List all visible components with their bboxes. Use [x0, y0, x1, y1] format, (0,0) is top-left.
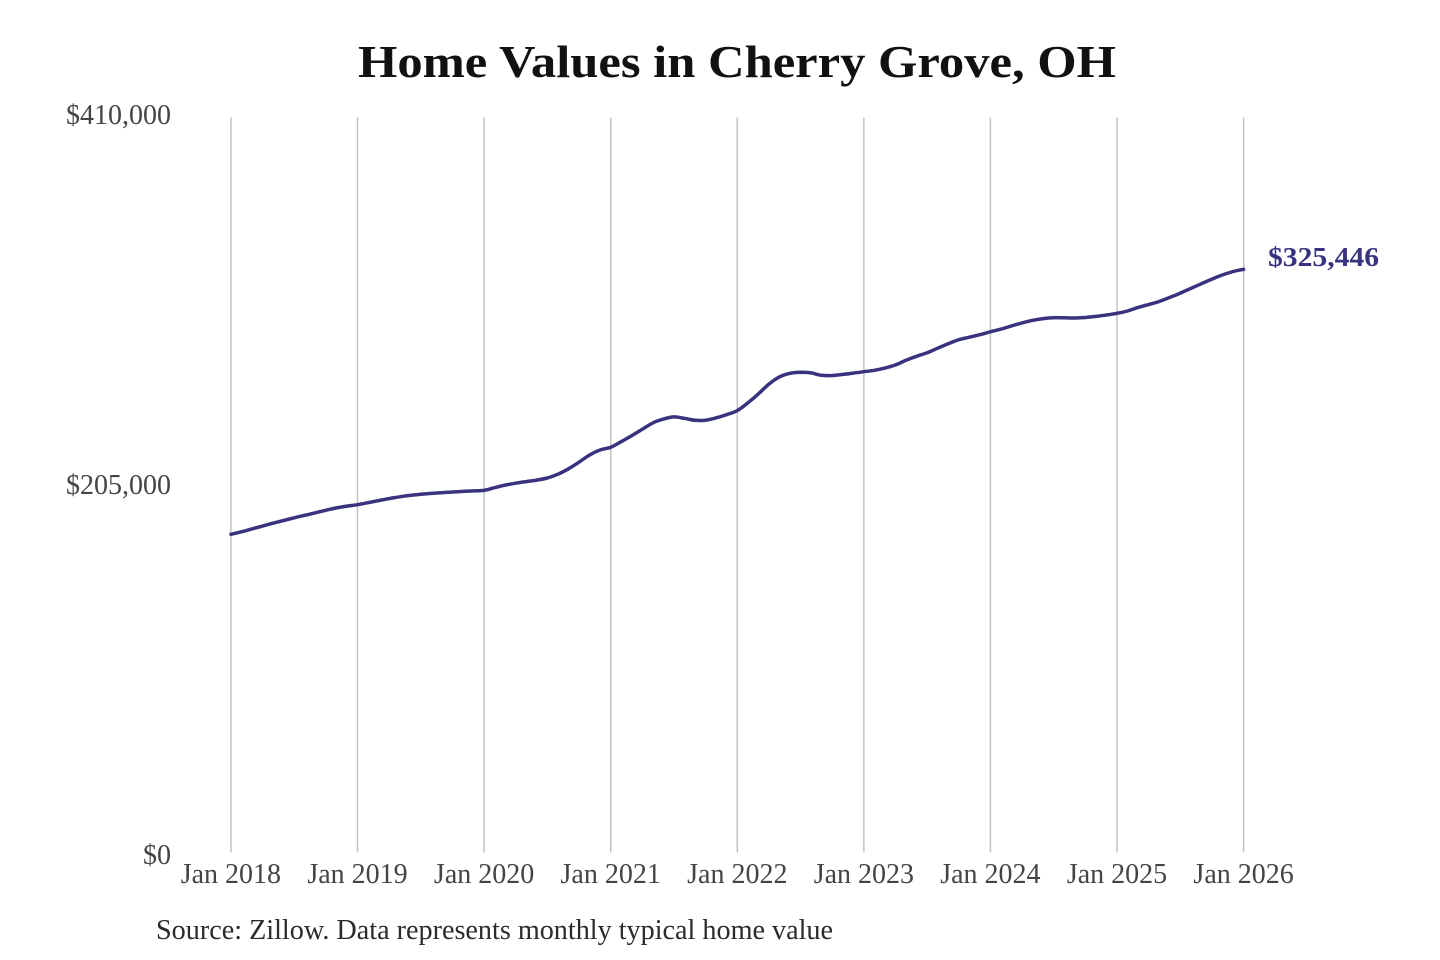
svg-text:Jan 2026: Jan 2026: [1193, 859, 1293, 890]
svg-text:$410,000: $410,000: [66, 100, 171, 131]
svg-text:Jan 2019: Jan 2019: [307, 859, 407, 890]
svg-text:$205,000: $205,000: [66, 470, 171, 501]
svg-text:Jan 2022: Jan 2022: [687, 859, 787, 890]
svg-text:$0: $0: [143, 840, 171, 871]
svg-text:Jan 2021: Jan 2021: [561, 859, 661, 890]
svg-text:Jan 2025: Jan 2025: [1067, 859, 1167, 890]
svg-text:Jan 2024: Jan 2024: [940, 859, 1040, 890]
svg-text:Home Values in Cherry Grove, O: Home Values in Cherry Grove, OH: [358, 36, 1116, 87]
svg-text:Jan 2020: Jan 2020: [434, 859, 534, 890]
svg-text:Source: Zillow. Data represent: Source: Zillow. Data represents monthly …: [156, 915, 833, 946]
svg-text:Jan 2018: Jan 2018: [181, 859, 281, 890]
svg-text:$325,446: $325,446: [1268, 242, 1379, 272]
svg-text:Jan 2023: Jan 2023: [814, 859, 914, 890]
